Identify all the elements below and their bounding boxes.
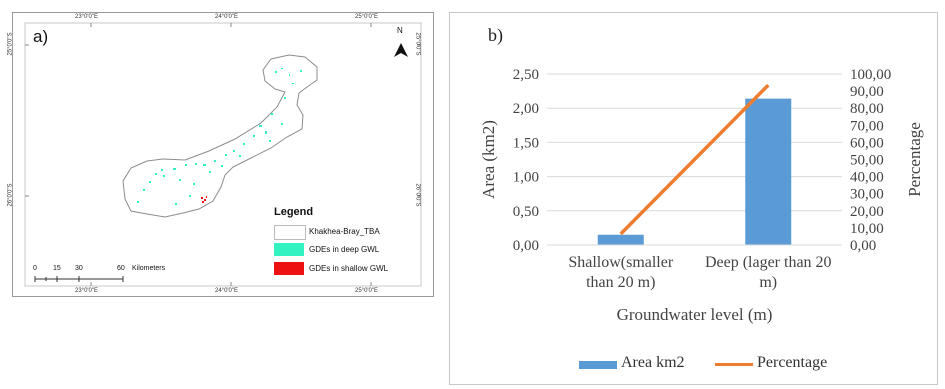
bar-series — [597, 98, 792, 246]
y-tick-label: 0,50 — [513, 204, 539, 220]
scale-tick-0: 0 — [33, 265, 37, 272]
y2-tick-label: 80,00 — [850, 101, 884, 117]
north-label: N — [397, 26, 403, 35]
y-tick-label: 1,50 — [513, 135, 539, 151]
top-tick-1: 23°0'0"E — [75, 14, 99, 20]
x-category-label: m) — [759, 274, 777, 291]
scale-unit: Kilometers — [132, 265, 166, 272]
right-tick-1: 25°0'0"S — [414, 32, 421, 56]
y2-tick-label: 70,00 — [850, 118, 884, 134]
y2-tick-label: 50,00 — [850, 153, 884, 169]
scale-bar: 0 15 30 60 Kilometers — [31, 265, 191, 289]
y-axis-ticks: 0,00 0,50 1,00 1,50 2,00 2,50 — [513, 67, 539, 254]
y2-tick-label: 90,00 — [850, 84, 884, 100]
x-axis-categories: Shallow(smaller than 20 m) Deep (lager tha… — [568, 254, 831, 291]
left-tick-1: 25°0'0"S — [7, 32, 14, 56]
chart-gridlines — [547, 73, 842, 212]
legend-label-shallow: GDEs in shallow GWL — [309, 264, 389, 273]
scale-tick-60: 60 — [117, 265, 125, 272]
bottom-tick-1: 23°0'0"E — [75, 288, 99, 294]
line-percentage — [619, 83, 770, 236]
left-tick-2: 26°0'0"S — [7, 183, 14, 207]
y2-tick-label: 30,00 — [850, 187, 884, 203]
map-panel: 23°0'0"E 24°0'0"E 25°0'0"E 23°0'0"E 24°0… — [8, 12, 434, 297]
y2-tick-label: 10,00 — [850, 221, 884, 237]
scale-tick-30: 30 — [75, 265, 83, 272]
legend-label-boundary: Khakhea-Bray_TBA — [309, 227, 380, 236]
gde-deep-markers — [137, 68, 302, 205]
bar-area-km2 — [745, 98, 792, 246]
y2-tick-label: 0,00 — [850, 238, 876, 254]
bottom-tick-2: 24°0'0"E — [215, 288, 239, 294]
map-legend: Legend Khakhea-Bray_TBA GDEs in deep GWL… — [268, 203, 418, 281]
top-tick-3: 25°0'0"E — [355, 14, 379, 20]
x-axis-label: Groundwater level (m) — [617, 305, 773, 324]
x-category-label: Deep (lager than 20 — [705, 254, 832, 271]
chart-legend: Area km2 Percentage — [575, 353, 865, 375]
x-category-label: than 20 m) — [586, 274, 655, 291]
top-tick-2: 24°0'0"E — [215, 14, 239, 20]
scale-tick-15: 15 — [53, 265, 61, 272]
map-svg — [24, 22, 422, 287]
legend-label-percentage: Percentage — [757, 354, 828, 371]
scale-bar-graphic — [34, 276, 124, 282]
y2-tick-label: 100,00 — [850, 67, 891, 83]
map-graticule-ticks — [25, 23, 421, 286]
y2-tick-label: 20,00 — [850, 204, 884, 220]
legend-swatch-deep — [274, 243, 304, 256]
y2-tick-label: 40,00 — [850, 170, 884, 186]
legend-swatch-shallow — [274, 262, 304, 275]
y-tick-label: 2,50 — [513, 67, 539, 83]
legend-swatch-percentage — [715, 363, 753, 366]
gde-shallow-markers — [201, 196, 207, 203]
chart-panel: b) 0,00 0,50 1,00 1,50 2,00 2,50 0,00 10,00 20,… — [449, 12, 938, 385]
legend-label-deep: GDEs in deep GWL — [309, 245, 380, 254]
bottom-tick-3: 25°0'0"E — [355, 288, 379, 294]
panel-a-label: a) — [33, 27, 49, 46]
khakhea-bray-boundary — [122, 54, 318, 218]
bar-area-km2 — [597, 234, 644, 245]
map-frame — [24, 22, 422, 287]
x-category-label: Shallow(smaller — [568, 254, 674, 271]
legend-swatch-boundary — [274, 225, 306, 240]
y-tick-label: 1,00 — [513, 170, 539, 186]
y-tick-label: 2,00 — [513, 101, 539, 117]
north-arrow-icon — [394, 43, 408, 57]
line-series — [619, 83, 770, 236]
legend-swatch-area — [579, 361, 617, 369]
y-axis-label: Area (km2) — [479, 120, 498, 199]
y2-axis-label: Percentage — [905, 122, 924, 197]
combo-chart: 0,000,501,001,502,002,50 0,0010,0020,003… — [479, 67, 924, 324]
panel-b-label: b) — [488, 25, 503, 45]
legend-label-area: Area km2 — [621, 354, 685, 371]
y-tick-label: 0,00 — [513, 238, 539, 254]
y2-tick-label: 60,00 — [850, 135, 884, 151]
legend-title: Legend — [274, 206, 314, 218]
